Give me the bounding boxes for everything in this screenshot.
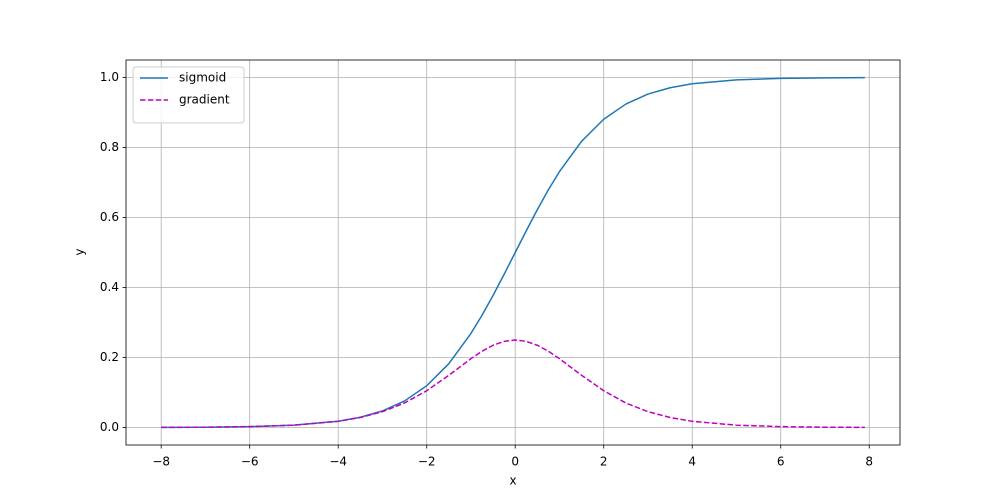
x-tick-label: −6 bbox=[241, 455, 259, 469]
x-axis-label: x bbox=[509, 474, 516, 488]
y-tick-label: 0.8 bbox=[100, 140, 119, 154]
x-tick-label: 8 bbox=[865, 455, 873, 469]
legend-label: sigmoid bbox=[179, 71, 226, 85]
plot-frame bbox=[125, 59, 901, 446]
x-tick-label: 6 bbox=[777, 455, 785, 469]
y-tick-label: 0.6 bbox=[100, 210, 119, 224]
x-tick-label: 0 bbox=[511, 455, 519, 469]
y-tick-label: 0.0 bbox=[100, 420, 119, 434]
legend-label: gradient bbox=[179, 93, 230, 107]
x-tick-label: −8 bbox=[152, 455, 170, 469]
series-line bbox=[161, 339, 865, 429]
legend-box bbox=[132, 66, 245, 124]
y-tick-label: 0.4 bbox=[100, 280, 119, 294]
legend: sigmoid gradient bbox=[132, 66, 245, 124]
x-tick-label: −4 bbox=[329, 455, 347, 469]
x-tick-label: −2 bbox=[418, 455, 436, 469]
x-tick-label: 2 bbox=[600, 455, 608, 469]
y-tick-label: 1.0 bbox=[100, 70, 119, 84]
y-tick-label: 0.2 bbox=[100, 350, 119, 364]
y-axis-label: y bbox=[73, 248, 87, 255]
x-tick-label: 4 bbox=[688, 455, 696, 469]
